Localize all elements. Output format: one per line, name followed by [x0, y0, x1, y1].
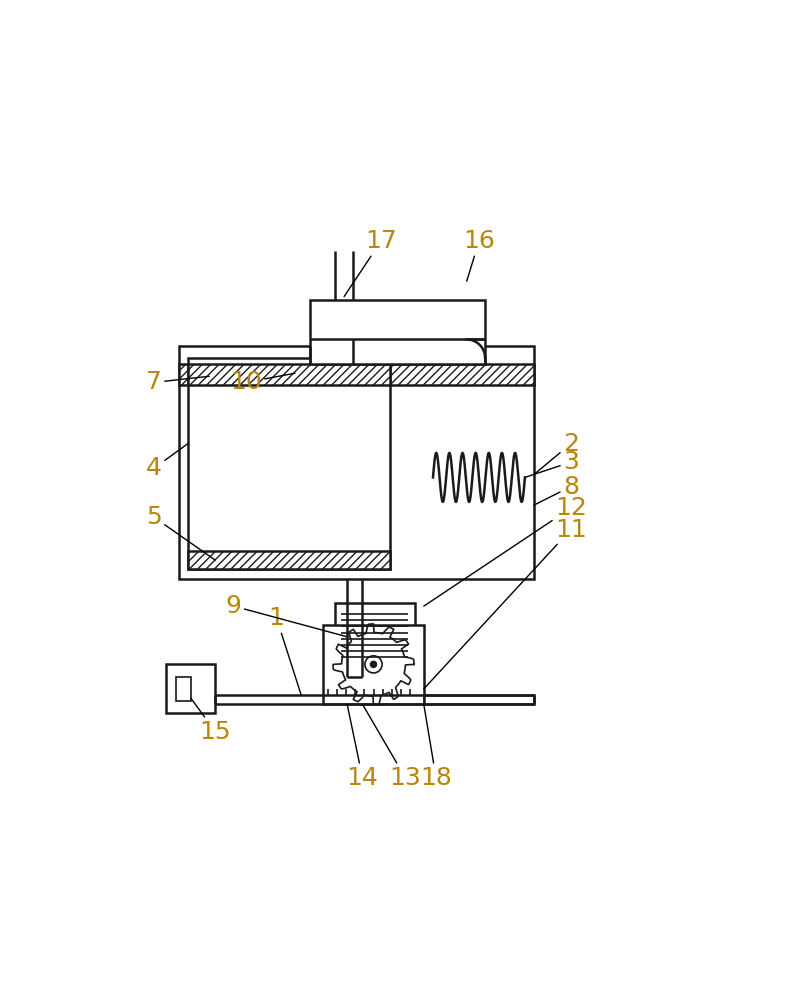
Bar [310, 300, 485, 364]
Bar [187, 358, 390, 569]
Text: 16: 16 [463, 229, 495, 281]
Text: 4: 4 [146, 444, 187, 480]
Text: 1: 1 [269, 606, 301, 695]
Bar [187, 364, 390, 385]
Bar [176, 677, 191, 701]
Text: 8: 8 [534, 475, 579, 505]
Bar [187, 551, 390, 569]
Text: 14: 14 [346, 704, 378, 790]
Bar [335, 603, 414, 664]
Text: 17: 17 [344, 229, 397, 297]
Text: 12: 12 [424, 496, 587, 606]
Text: 9: 9 [225, 594, 347, 637]
Bar [323, 625, 424, 704]
Text: 3: 3 [525, 450, 579, 477]
Text: 10: 10 [230, 370, 295, 394]
Text: 13: 13 [362, 704, 422, 790]
Text: 2: 2 [534, 432, 579, 474]
Text: 7: 7 [146, 370, 209, 394]
Text: 15: 15 [191, 698, 231, 744]
Bar [424, 695, 534, 704]
Text: 5: 5 [146, 505, 215, 560]
Bar [166, 664, 215, 713]
Bar [179, 364, 534, 385]
Circle shape [370, 661, 377, 667]
Text: 11: 11 [424, 518, 587, 689]
Text: 18: 18 [420, 704, 452, 790]
Bar [179, 346, 534, 579]
